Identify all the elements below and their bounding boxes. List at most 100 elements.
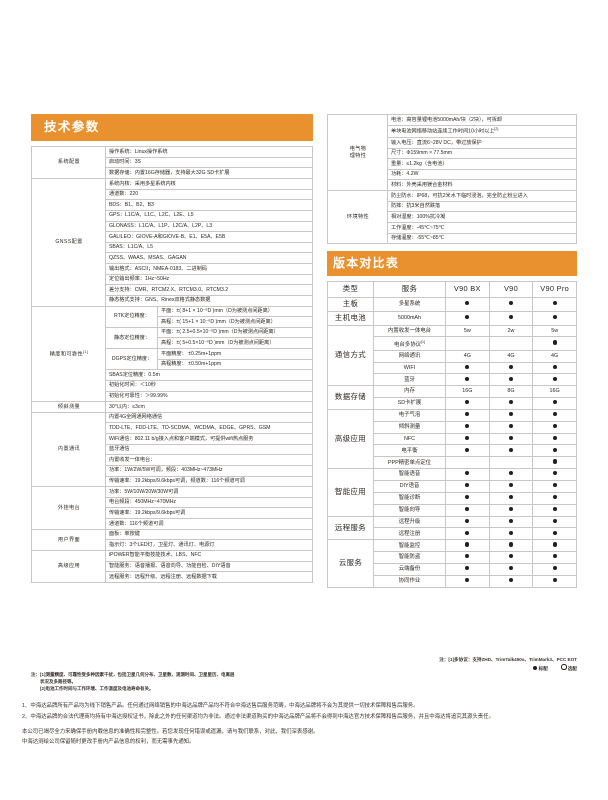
- spec-value: 电台频段：450MHz~470MHz: [105, 496, 313, 509]
- spec-value: 重量：≤1.2kg（含电池）: [387, 158, 577, 170]
- table-row: 外挂电台 功率：5W/10W/20W/30W可调: [31, 486, 313, 530]
- table-row: 蓝牙: [328, 373, 577, 387]
- tech-params-table: 系统配置 操作系统：Linux操作系统 启动时间：3S 数据存储：内置16G存储器，支…: [31, 146, 313, 307]
- version-cell: [532, 296, 577, 312]
- column-header-1: 服务: [373, 280, 446, 298]
- table-row: 内置通讯 内置4G全网通网络通信: [31, 411, 313, 488]
- version-service: 内置收发一体电台: [373, 324, 446, 338]
- version-cell: [445, 491, 490, 505]
- filled-dot-icon: [552, 364, 557, 369]
- spec-value: 功率：5W/10W/20W/30W可调: [105, 486, 313, 498]
- spec-value: 通道数：116个频道可调: [105, 518, 313, 530]
- table-row: 远程服务 远程升级: [327, 515, 577, 541]
- spec-value: 输入电压：直流6~28V DC，带过放保护: [387, 136, 577, 149]
- spec-category: 环境特性: [327, 190, 388, 245]
- version-cell: [488, 539, 534, 553]
- table-row: 环境特性 防尘防水：IP68，可抗2米水下临时浸泡，完全防止粉尘进入: [327, 190, 577, 245]
- left-column: 技术参数 系统配置 操作系统：Linux操作系统 启动时间：3S 数据存储：内置16G…: [31, 114, 313, 583]
- filled-dot-icon: [508, 518, 514, 523]
- version-cell: [445, 361, 490, 375]
- version-cell: 4G: [488, 349, 534, 363]
- version-service: 智能语音: [373, 468, 446, 482]
- version-cell: [488, 563, 534, 576]
- filled-dot-icon: [508, 447, 514, 452]
- version-cell: [532, 397, 577, 410]
- version-cell: [445, 468, 490, 482]
- table-row: 高级应用 iPOWER智能平衡技能技术、LBS、NFC: [31, 549, 313, 583]
- tech-params-header: 技术参数: [31, 114, 313, 142]
- filled-dot-icon: [508, 494, 514, 500]
- table-row: GPS：L1C/A、L1C、L2C、L2E、L5: [32, 209, 313, 222]
- filled-dot-icon: [465, 566, 470, 571]
- table-row: 主机电池 5000mAh: [327, 310, 577, 326]
- spec-value: 内置4G全网通网络通信: [105, 411, 313, 424]
- version-cell: [532, 310, 577, 326]
- spec-value: 平面精度： ±0.25m+1ppm: [157, 348, 313, 360]
- version-cell: [532, 515, 577, 529]
- version-service: NFC: [373, 432, 446, 446]
- filled-dot-icon: [552, 518, 557, 523]
- table-row: 防摔：抗3米自然跌落: [328, 200, 577, 213]
- version-service: 蓝牙: [373, 373, 446, 387]
- version-service: DIY语音: [373, 480, 446, 493]
- version-cell: [532, 432, 577, 446]
- filled-dot-icon: [465, 447, 470, 452]
- spec-category: 内置通讯: [31, 411, 106, 488]
- spec-category: 电气物 理特性: [327, 113, 388, 192]
- filled-dot-icon: [508, 530, 514, 535]
- filled-dot-icon: [508, 400, 514, 405]
- version-cell: [445, 397, 490, 410]
- spec-value: 尺寸：Φ159mm × 77.5mm: [387, 147, 577, 160]
- spec-value: 防尘防水：IP68，可抗2米水下临时浸泡，完全防止粉尘进入: [387, 190, 577, 202]
- column-header-2: V90 BX: [445, 280, 490, 298]
- table-row: 存储温度：-55℃~85℃: [328, 232, 577, 245]
- filled-dot-icon: [552, 578, 557, 583]
- version-category: 通信方式: [327, 324, 374, 387]
- version-comparison-table: 类型 服务 V90 BX V90 V90 Pro 主板 多星系统 主机电池 5000mAh 通信方…: [327, 280, 577, 588]
- table-row: 数据存储 内存 16G 8G 16G: [327, 385, 577, 410]
- version-service: 电子气泡: [373, 408, 446, 422]
- filled-dot-icon: [552, 435, 557, 440]
- filled-dot-icon: [508, 435, 514, 440]
- spec-category: 精度和可靠性[1]: [31, 305, 106, 403]
- spec-value: 高程：±( 15+1 × 10⁻⁶D )mm（D为被测点间距离）: [157, 316, 313, 328]
- spec-category: GNSS配置: [31, 178, 106, 307]
- disclaimer-block: 本公司已竭尽全力来确保手册内载信息的准确性和完整性。若您发现任何错误或遗漏，请与…: [22, 727, 588, 748]
- version-cell: [445, 574, 490, 588]
- spec-value: 高程：±( 5+0.5×10⁻⁶D )mm（D为被测点间距离）: [157, 337, 313, 349]
- table-row: 输入电压：直流6~28V DC，带过放保护: [328, 136, 577, 149]
- version-cell: [532, 420, 577, 434]
- filled-dot-icon: [552, 411, 557, 417]
- version-cell: [445, 480, 490, 493]
- filled-dot-icon: [508, 423, 514, 429]
- legal-notice: 1、中海达品牌所有产品均为线下销售产品。任何通过网络销售的中海达品牌产品均不符合…: [22, 701, 588, 748]
- table-row: SD卡扩展: [328, 397, 577, 410]
- superscript-ref: [2]: [494, 127, 499, 132]
- version-cell: 16G: [445, 385, 490, 399]
- filled-dot-icon: [465, 542, 470, 547]
- spec-value: 定位输出频率：1Hz~50Hz: [105, 273, 313, 286]
- filled-dot-icon: [552, 423, 557, 429]
- version-service: 远程注册: [373, 527, 446, 541]
- spec-value: BDS：B1、B2、B3: [105, 199, 313, 211]
- spec-value: 远程服务：远程升级、远程注册、远程数据下载: [105, 571, 313, 583]
- version-service: 智能监控: [373, 539, 446, 553]
- version-cell: [488, 432, 534, 446]
- spec-value: 功耗：4.2W: [387, 168, 577, 181]
- spec-value: 高程精度： ±0.50m+1ppm: [157, 358, 313, 371]
- filled-dot-icon: [552, 483, 557, 488]
- version-cell: 4G: [532, 349, 577, 363]
- version-cell: [532, 456, 577, 470]
- spec-value: 蓝牙通信: [105, 443, 313, 456]
- version-cell: [445, 296, 490, 312]
- spec-category: 倾斜测量: [31, 401, 106, 413]
- filled-dot-icon: [508, 364, 514, 369]
- version-cell: [488, 361, 534, 375]
- version-cell: [532, 491, 577, 505]
- legend-standard: 标配: [533, 665, 548, 671]
- spec-subcategory: 静态定位精度：: [105, 326, 158, 350]
- filled-dot-icon: [508, 542, 514, 547]
- filled-dot-icon: [465, 530, 470, 535]
- footnote-line-3: [2]电池工作时间与工作环境、工作温度及电池寿命有关。: [40, 685, 154, 691]
- version-service: 协同作业: [373, 574, 446, 588]
